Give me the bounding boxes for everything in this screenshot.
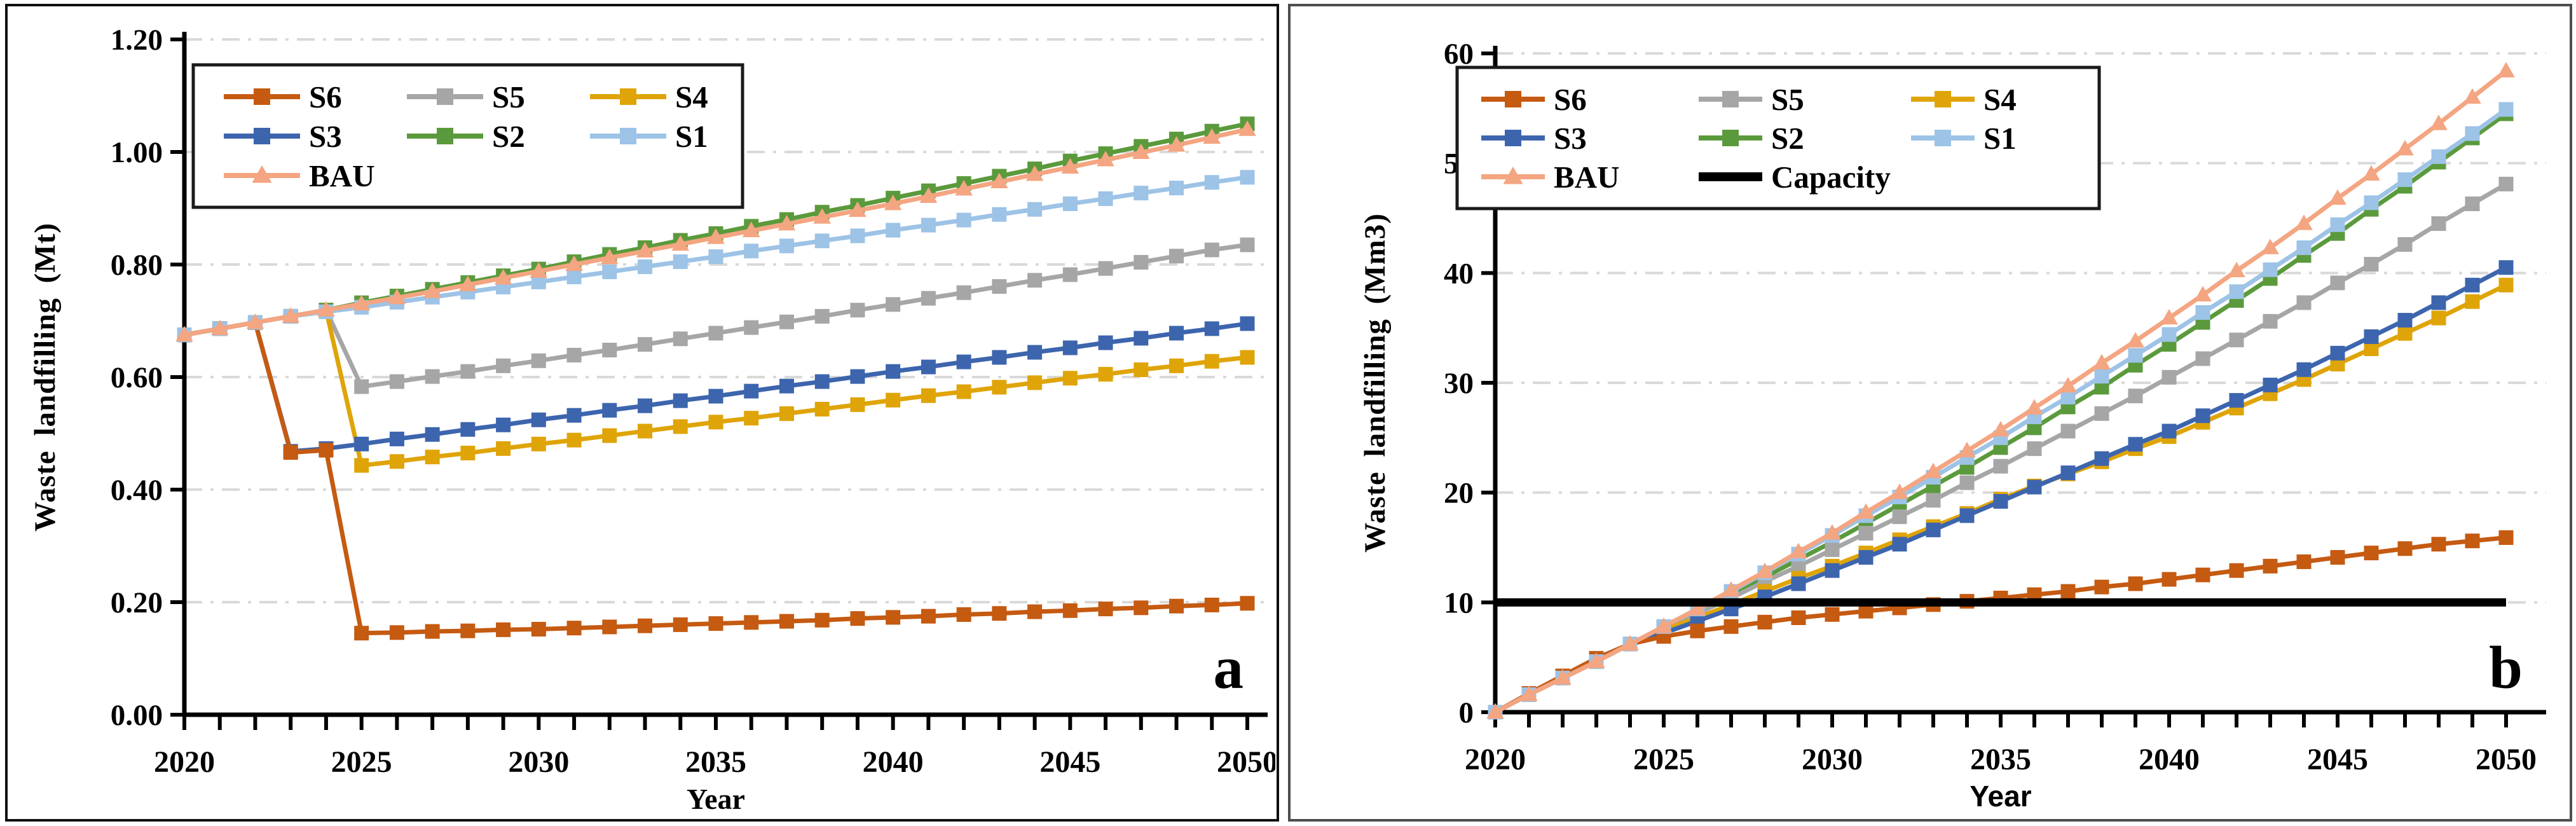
y-tick-label-20: 20 — [1444, 477, 1474, 510]
legend-label-S3: S3 — [1554, 121, 1587, 156]
legend-item-S6: S6 — [1481, 82, 1587, 117]
legend-item-S1: S1 — [1911, 121, 2017, 156]
x-axis-title: Year — [687, 783, 745, 815]
y-tick-label-1.00: 1.00 — [111, 136, 163, 169]
y-tick-label-1.20: 1.20 — [111, 24, 163, 57]
series-S3 — [177, 315, 1255, 459]
x-tick-label-2030: 2030 — [1802, 743, 1863, 776]
x-tick-label-2050: 2050 — [1217, 745, 1275, 779]
legend-item-BAU: BAU — [224, 158, 374, 193]
x-tick-label-2020: 2020 — [154, 745, 215, 779]
legend-label-Capacity: Capacity — [1771, 160, 1891, 195]
x-axis: 2020 2025 2030 2035 2040 2045 2050 — [154, 712, 1275, 779]
legend-label-S1: S1 — [1983, 121, 2017, 156]
y-tick-label-40: 40 — [1444, 257, 1474, 290]
series-S3-line — [1494, 265, 2507, 715]
x-tick-label-2025: 2025 — [331, 745, 392, 779]
legend-label-S6: S6 — [309, 79, 342, 114]
series-BAU — [1486, 62, 2515, 719]
x-tick-label-2040: 2040 — [863, 745, 924, 779]
legend-item-BAU: BAU — [1481, 160, 1619, 195]
legend-item-S1: S1 — [590, 119, 708, 154]
x-axis: 2020 2025 2030 2035 2040 2045 2050 — [1465, 710, 2546, 776]
legend: S6 S5 S4 S3 S2 S1 BAU Capacity — [1455, 65, 2101, 210]
y-axis: 0.00 0.20 0.40 0.60 0.80 1.00 1.20 — [111, 24, 187, 732]
legend-item-S4: S4 — [590, 79, 708, 114]
legend-box — [1455, 65, 2101, 210]
series-S6-line — [1494, 535, 2507, 715]
legend-item-S5: S5 — [1699, 82, 1804, 117]
y-axis-title: Waste landfilling (Mt) — [29, 223, 62, 532]
y-tick-label-10: 10 — [1444, 586, 1474, 619]
x-tick-label-2030: 2030 — [508, 745, 569, 779]
legend-label-S6: S6 — [1554, 82, 1587, 117]
y-tick-label-0.60: 0.60 — [111, 361, 163, 394]
legend-label-S3: S3 — [309, 119, 342, 154]
chart-b-canvas: 0102030405060Waste landfilling (Mm3)2020… — [1359, 38, 2546, 813]
legend-item-S2: S2 — [1699, 121, 1804, 156]
y-tick-label-0.40: 0.40 — [111, 474, 163, 507]
legend-label-S1: S1 — [675, 119, 708, 154]
y-tick-label-0.00: 0.00 — [111, 699, 163, 732]
y-tick-label-30: 30 — [1444, 367, 1474, 400]
series-BAU — [175, 120, 1256, 341]
legend-item-S2: S2 — [407, 119, 525, 154]
legend-label-S2: S2 — [492, 119, 525, 154]
chart-a-canvas: 0.00 0.20 0.40 0.60 0.80 1.00 1.20 Waste landfi… — [29, 24, 1275, 815]
legend: S6 S5 S4 S3 S2 S1 BAU — [191, 63, 744, 209]
y-axis-title: Waste landfilling (Mm3) — [1359, 213, 1392, 553]
chart-panel-b: 0102030405060Waste landfilling (Mm3)2020… — [1288, 4, 2572, 822]
x-tick-label-2040: 2040 — [2139, 743, 2200, 776]
legend-label-S4: S4 — [675, 79, 708, 114]
y-tick-label-0.20: 0.20 — [111, 586, 163, 619]
y-tick-label-60: 60 — [1444, 38, 1474, 71]
legend-label-S4: S4 — [1983, 82, 2017, 117]
x-tick-label-2035: 2035 — [685, 745, 746, 779]
legend-item-S5: S5 — [407, 79, 525, 114]
x-tick-label-2020: 2020 — [1465, 743, 1526, 776]
legend-item-S4: S4 — [1911, 82, 2017, 117]
legend-label-BAU: BAU — [309, 158, 374, 193]
legend-item-S3: S3 — [224, 119, 342, 154]
y-tick-label-0.80: 0.80 — [111, 249, 163, 282]
x-tick-label-2045: 2045 — [2307, 743, 2368, 776]
series-S5-line — [184, 242, 1248, 389]
x-tick-label-2025: 2025 — [1633, 743, 1694, 776]
x-axis-title: Year — [1970, 780, 2031, 813]
x-tick-label-2050: 2050 — [2476, 743, 2537, 776]
legend-item-S3: S3 — [1481, 121, 1587, 156]
legend-label-S5: S5 — [1771, 82, 1804, 117]
legend-label-S2: S2 — [1771, 121, 1804, 156]
legend-label-S5: S5 — [492, 79, 525, 114]
legend-item-Capacity: Capacity — [1699, 160, 1891, 195]
series-S3 — [1488, 260, 2514, 720]
chart-panel-a: 0.00 0.20 0.40 0.60 0.80 1.00 1.20 Waste landfi… — [5, 4, 1279, 822]
y-tick-label-0: 0 — [1459, 696, 1474, 729]
series-S6-line — [184, 320, 1248, 636]
x-tick-label-2035: 2035 — [1970, 743, 2031, 776]
legend-label-BAU: BAU — [1554, 160, 1619, 195]
panel-letter-a: a — [1214, 634, 1244, 701]
x-tick-label-2045: 2045 — [1039, 745, 1100, 779]
series-S6 — [177, 315, 1255, 641]
panel-letter-b: b — [2489, 634, 2523, 701]
legend-item-S6: S6 — [224, 79, 342, 114]
series-S6 — [1488, 530, 2514, 720]
